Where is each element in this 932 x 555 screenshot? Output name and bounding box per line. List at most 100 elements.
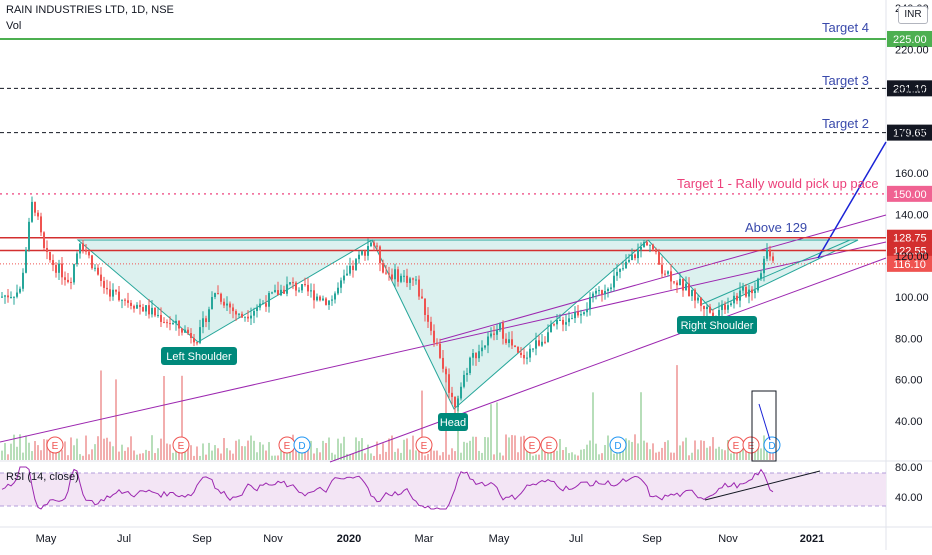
earnings-marker[interactable] [415, 436, 433, 454]
candle-body [127, 300, 129, 303]
candle-body [22, 272, 24, 289]
volume-bar [31, 451, 33, 460]
dividend-marker[interactable] [609, 436, 627, 454]
dividend-marker[interactable] [293, 436, 311, 454]
volume-bar [157, 448, 159, 460]
candle-body [175, 320, 177, 324]
volume-bar [610, 443, 612, 460]
candle-body [628, 260, 630, 262]
volume-bar [520, 436, 522, 460]
volume-bar [232, 453, 234, 460]
volume-bar [346, 453, 348, 460]
candle-body [265, 303, 267, 307]
price-tick-label: 200.00 [895, 86, 929, 98]
candle-body [673, 281, 675, 283]
volume-bar [304, 448, 306, 460]
volume-bar [655, 452, 657, 460]
candle-body [31, 201, 33, 222]
price-line-tag-label: 122.55 [893, 246, 927, 258]
candle-body [358, 254, 360, 260]
price-tick-label: 80.00 [895, 333, 923, 345]
volume-bar [487, 437, 489, 460]
event-marker-label: D [614, 441, 621, 452]
candle-body [655, 249, 657, 253]
candle-body [10, 296, 12, 298]
volume-bar [295, 449, 297, 460]
candle-body [310, 290, 312, 292]
candle-body [724, 304, 726, 310]
volume-bar [19, 434, 21, 460]
volume-bar [7, 454, 9, 460]
earnings-marker[interactable] [172, 436, 190, 454]
candle-body [658, 252, 660, 265]
candle-body [652, 244, 654, 250]
volume-bar [454, 451, 456, 460]
earnings-marker[interactable] [46, 436, 64, 454]
volume-bar [298, 449, 300, 460]
volume-bar [301, 449, 303, 460]
volume-bar [679, 445, 681, 460]
volume-bar [415, 450, 417, 460]
event-marker-label: E [733, 441, 740, 452]
volume-bar [640, 392, 642, 460]
candle-body [745, 286, 747, 297]
price-line-tag-label: 179.65 [893, 128, 927, 140]
volume-bar [100, 370, 102, 460]
candle-body [403, 275, 405, 277]
right-shoulder-tag-bg [677, 316, 757, 334]
volume-bar [94, 444, 96, 460]
candle-body [199, 327, 201, 343]
candle-body [460, 386, 462, 399]
candle-body [733, 295, 735, 304]
volume-bar [619, 446, 621, 460]
candle-body [448, 374, 450, 393]
candle-body [532, 348, 534, 350]
volume-bar [253, 440, 255, 460]
left-shoulder-label: Left Shoulder [166, 351, 232, 363]
earnings-marker[interactable] [540, 436, 558, 454]
candle-body [235, 311, 237, 315]
rsi-axis[interactable]: 40.00 80.00 [895, 462, 923, 504]
volume-bar [733, 450, 735, 460]
candle-body [610, 287, 612, 289]
time-axis[interactable]: May Jul Sep Nov 2020 Mar May Jul Sep Nov 2021 [36, 533, 825, 545]
candle-body [145, 305, 147, 312]
candle-body [262, 303, 264, 305]
volume-bar [523, 435, 525, 460]
currency-badge[interactable]: INR [898, 6, 928, 24]
candle-body [148, 305, 150, 315]
volume-bars [1, 365, 774, 460]
price-tick-label: 120.00 [895, 251, 929, 263]
candle-body [772, 256, 774, 261]
volume-bar [79, 454, 81, 460]
volume-bar [52, 450, 54, 460]
candle-body [619, 268, 621, 272]
volume-bar [574, 454, 576, 460]
volume-bar [700, 440, 702, 460]
volume-bar [697, 449, 699, 460]
candle-body [370, 242, 372, 247]
volume-bar [667, 440, 669, 460]
event-marker-label: E [52, 441, 59, 452]
price-axis[interactable]: 40.00 60.00 80.00 100.00 120.00 140.00 160.00 1… [895, 3, 929, 428]
candle-body [118, 291, 120, 301]
candle-body [622, 268, 624, 270]
volume-bar [127, 447, 129, 460]
candle-body [478, 351, 480, 359]
volume-bar [223, 438, 225, 460]
volume-bar [34, 441, 36, 460]
volume-bar [364, 453, 366, 460]
candle-body [685, 283, 687, 291]
candle-body [412, 278, 414, 280]
candle-body [223, 301, 225, 306]
volume-bar [25, 435, 27, 460]
candle-body [220, 293, 222, 302]
volume-bar [427, 453, 429, 460]
earnings-marker[interactable] [523, 436, 541, 454]
earnings-marker[interactable] [742, 436, 760, 454]
volume-bar [376, 441, 378, 460]
event-marker-label: E [421, 441, 428, 452]
